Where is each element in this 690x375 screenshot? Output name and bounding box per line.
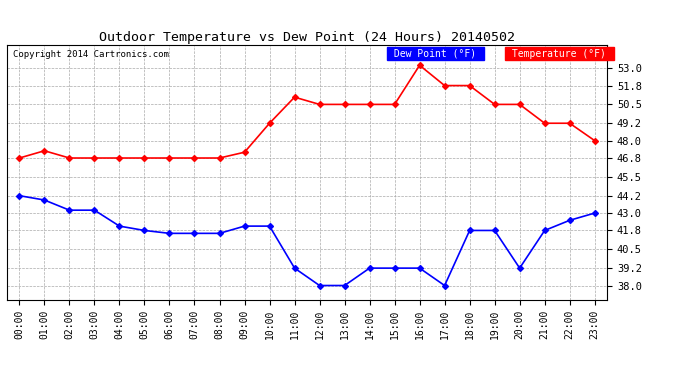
- Title: Outdoor Temperature vs Dew Point (24 Hours) 20140502: Outdoor Temperature vs Dew Point (24 Hou…: [99, 31, 515, 44]
- Text: Dew Point (°F): Dew Point (°F): [388, 49, 482, 59]
- Text: Copyright 2014 Cartronics.com: Copyright 2014 Cartronics.com: [13, 50, 169, 59]
- Text: Temperature (°F): Temperature (°F): [506, 49, 612, 59]
